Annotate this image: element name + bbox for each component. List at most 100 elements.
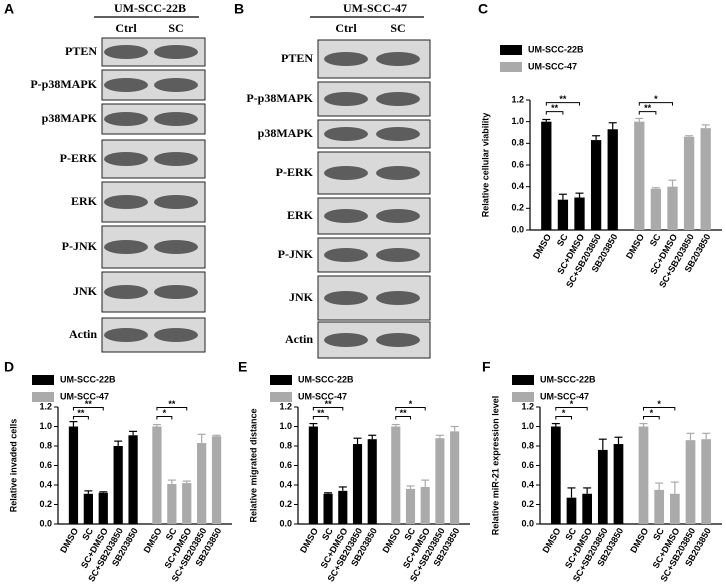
blot-band (324, 333, 368, 347)
y-tick-label: 0.6 (279, 460, 292, 470)
legend-label: UM-SCC-22B (528, 44, 584, 54)
y-tick-label: 0.0 (511, 224, 524, 234)
bar (650, 188, 662, 230)
x-tick-label: SC (651, 526, 666, 542)
bar (167, 484, 177, 524)
legend-swatch (512, 392, 534, 402)
blot-band (324, 291, 368, 305)
blot-band (376, 92, 420, 106)
bar (98, 492, 108, 524)
bar (197, 443, 207, 524)
bar (634, 121, 645, 230)
blot-band (324, 248, 368, 262)
y-tick-label: 0.6 (511, 159, 524, 169)
panel-letter: B (234, 1, 244, 17)
blot-band (376, 333, 420, 347)
blot-band (376, 209, 420, 223)
bar (83, 493, 93, 524)
bar (582, 493, 593, 524)
bar (685, 440, 696, 524)
blot-title: UM-SCC-47 (343, 1, 407, 15)
bar (367, 439, 377, 524)
bar (654, 489, 665, 524)
legend-swatch (32, 392, 54, 402)
blot-band (154, 328, 198, 342)
panel-letter: D (4, 359, 14, 375)
blot-band (154, 285, 198, 299)
legend-label: UM-SCC-47 (60, 391, 109, 401)
blot-band (324, 127, 368, 141)
y-tick-label: 1.0 (39, 421, 52, 431)
y-tick-label: 0.0 (279, 518, 292, 528)
bar (541, 121, 552, 230)
blot-band (376, 166, 420, 180)
bar (566, 497, 577, 524)
x-tick-label: DMSO (58, 526, 80, 554)
sig-bracket (545, 111, 564, 115)
bar (152, 426, 162, 524)
sig-label: * (163, 408, 167, 418)
bar (557, 199, 569, 230)
protein-label: JNK (289, 290, 314, 304)
y-tick-label: 0.2 (521, 499, 534, 509)
bar (597, 449, 608, 524)
sig-label: * (570, 399, 574, 409)
y-tick-label: 0.4 (511, 181, 524, 191)
legend-swatch (270, 375, 292, 385)
x-tick-label: DMSO (298, 526, 320, 554)
sig-bracket (156, 416, 173, 420)
legend-label: UM-SCC-47 (528, 61, 577, 71)
protein-label: P-JNK (278, 247, 314, 261)
y-tick-label: 0.4 (39, 479, 52, 489)
bar (638, 426, 649, 524)
sig-bracket (156, 407, 188, 411)
blot-band (104, 195, 148, 209)
sig-bracket (72, 416, 89, 420)
x-tick-label: DMSO (380, 526, 402, 554)
protein-label: P-JNK (62, 239, 98, 253)
protein-label: ERK (71, 194, 98, 208)
bar (574, 197, 585, 230)
protein-label: P-ERK (60, 151, 98, 165)
y-tick-label: 0.2 (39, 499, 52, 509)
protein-label: P-p38MAPK (30, 77, 97, 91)
sig-bracket (395, 416, 411, 420)
sig-label: ** (559, 94, 567, 104)
bar (700, 128, 711, 230)
x-tick-label: SC (555, 232, 570, 248)
bar (68, 426, 79, 524)
sig-label: ** (85, 399, 93, 409)
panel-letter: E (238, 359, 247, 375)
y-tick-label: 0.8 (39, 440, 52, 450)
bar (683, 136, 695, 230)
sig-bracket (312, 407, 344, 411)
x-tick-label: DMSO (624, 232, 646, 260)
bar (128, 435, 138, 524)
blot-band (154, 78, 198, 92)
y-tick-label: 0.8 (521, 440, 534, 450)
bar (182, 483, 192, 524)
sig-bracket (638, 102, 673, 106)
y-axis-label: Relative cellular viability (480, 113, 490, 218)
legend-swatch (270, 392, 292, 402)
legend-label: UM-SCC-22B (540, 374, 596, 384)
blot-band (154, 152, 198, 166)
panel-letter: A (4, 1, 14, 17)
bar (211, 436, 222, 524)
y-axis-label: Relative migrated distance (248, 408, 258, 522)
y-tick-label: 0.6 (521, 460, 534, 470)
sig-label: ** (168, 399, 176, 409)
sig-label: ** (317, 408, 325, 418)
y-axis-label: Relative invaded cells (8, 419, 18, 513)
bar (669, 493, 680, 524)
protein-label: PTEN (65, 44, 97, 58)
protein-label: p38MAPK (258, 126, 314, 140)
sig-bracket (555, 416, 572, 420)
legend-label: UM-SCC-47 (298, 391, 347, 401)
blot-band (376, 248, 420, 262)
sig-bracket (638, 111, 657, 115)
bar (113, 446, 123, 524)
blot-band (154, 240, 198, 254)
bar (667, 186, 678, 230)
